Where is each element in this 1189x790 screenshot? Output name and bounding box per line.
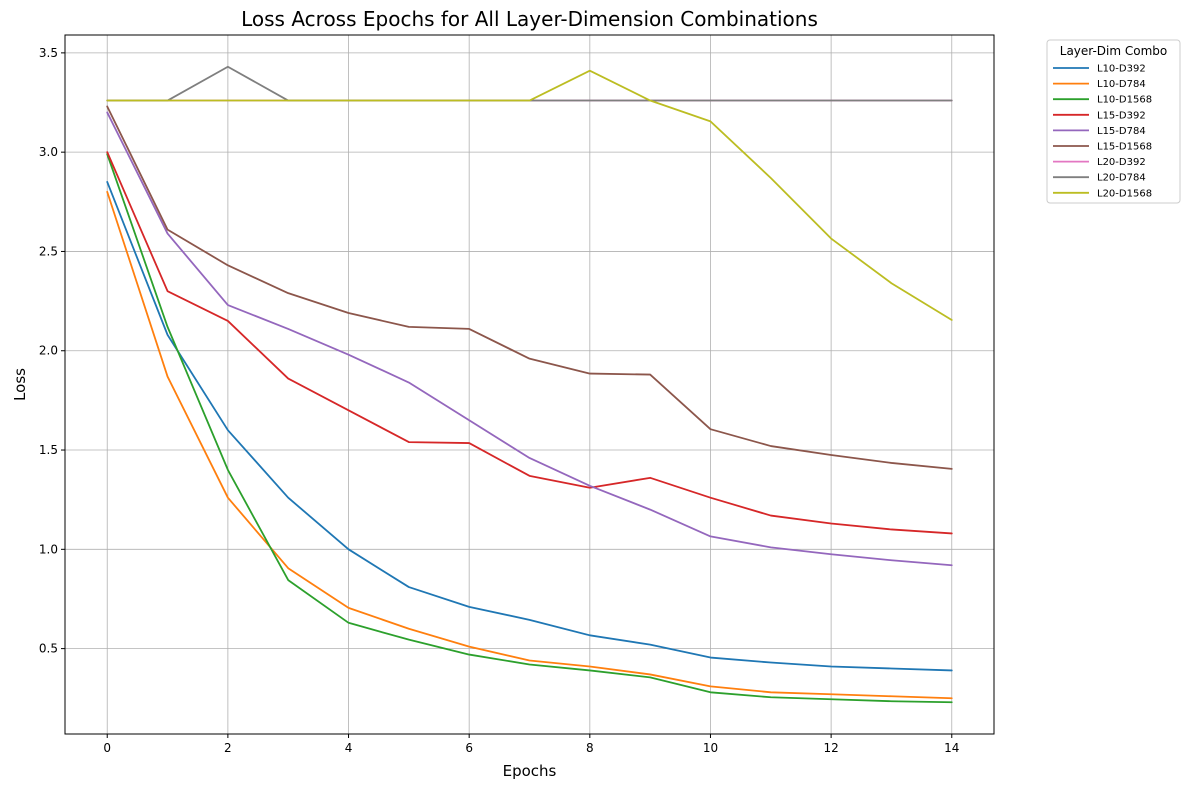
x-axis: 0 2 4 6 8 10 12 14 (103, 734, 959, 755)
series-lines (106, 65, 953, 704)
series-line-l15-d392 (106, 151, 953, 535)
y-tick-label: 1.5 (39, 443, 58, 457)
x-tick-label: 8 (586, 741, 594, 755)
chart-title: Loss Across Epochs for All Layer-Dimensi… (241, 7, 818, 31)
legend-label-l10-d1568: L10-D1568 (1097, 95, 1152, 106)
series-line-l10-d784 (106, 190, 953, 700)
series-line-l15-d1568 (106, 105, 953, 470)
plot-area-frame (64, 34, 995, 735)
y-tick-label: 1.0 (39, 542, 58, 556)
legend-label-l20-d784: L20-D784 (1097, 173, 1146, 184)
legend-label-l15-d1568: L15-D1568 (1097, 142, 1152, 153)
y-axis: 0.5 1.0 1.5 2.0 2.5 3.0 3.5 (39, 46, 65, 656)
x-tick-label: 12 (823, 741, 838, 755)
grid-lines (65, 35, 994, 734)
y-tick-label: 3.0 (39, 145, 58, 159)
series-line-l10-d1568 (106, 153, 953, 704)
x-axis-label: Epochs (503, 762, 557, 780)
y-tick-label: 3.5 (39, 46, 58, 60)
y-tick-label: 0.5 (39, 642, 58, 656)
x-tick-label: 0 (103, 741, 111, 755)
x-tick-label: 10 (703, 741, 718, 755)
legend-label-l15-d392: L15-D392 (1097, 110, 1146, 121)
y-tick-label: 2.5 (39, 244, 58, 258)
legend-label-l15-d784: L15-D784 (1097, 126, 1146, 137)
y-axis-label: Loss (11, 368, 29, 401)
series-line-l20-d1568 (106, 69, 953, 321)
legend-label-l20-d392: L20-D392 (1097, 157, 1146, 168)
y-tick-label: 2.0 (39, 344, 58, 358)
x-tick-label: 2 (224, 741, 232, 755)
series-line-l10-d392 (106, 181, 953, 672)
legend-label-l10-d784: L10-D784 (1097, 79, 1146, 90)
legend-label-l10-d392: L10-D392 (1097, 64, 1146, 75)
x-tick-label: 4 (345, 741, 353, 755)
series-line-l15-d784 (106, 111, 953, 567)
x-tick-label: 14 (944, 741, 959, 755)
legend-label-l20-d1568: L20-D1568 (1097, 188, 1152, 199)
legend: Layer-Dim Combo L10-D392 L10-D784 L10-D156… (1046, 39, 1181, 204)
x-tick-label: 6 (465, 741, 473, 755)
legend-title: Layer-Dim Combo (1060, 44, 1167, 58)
